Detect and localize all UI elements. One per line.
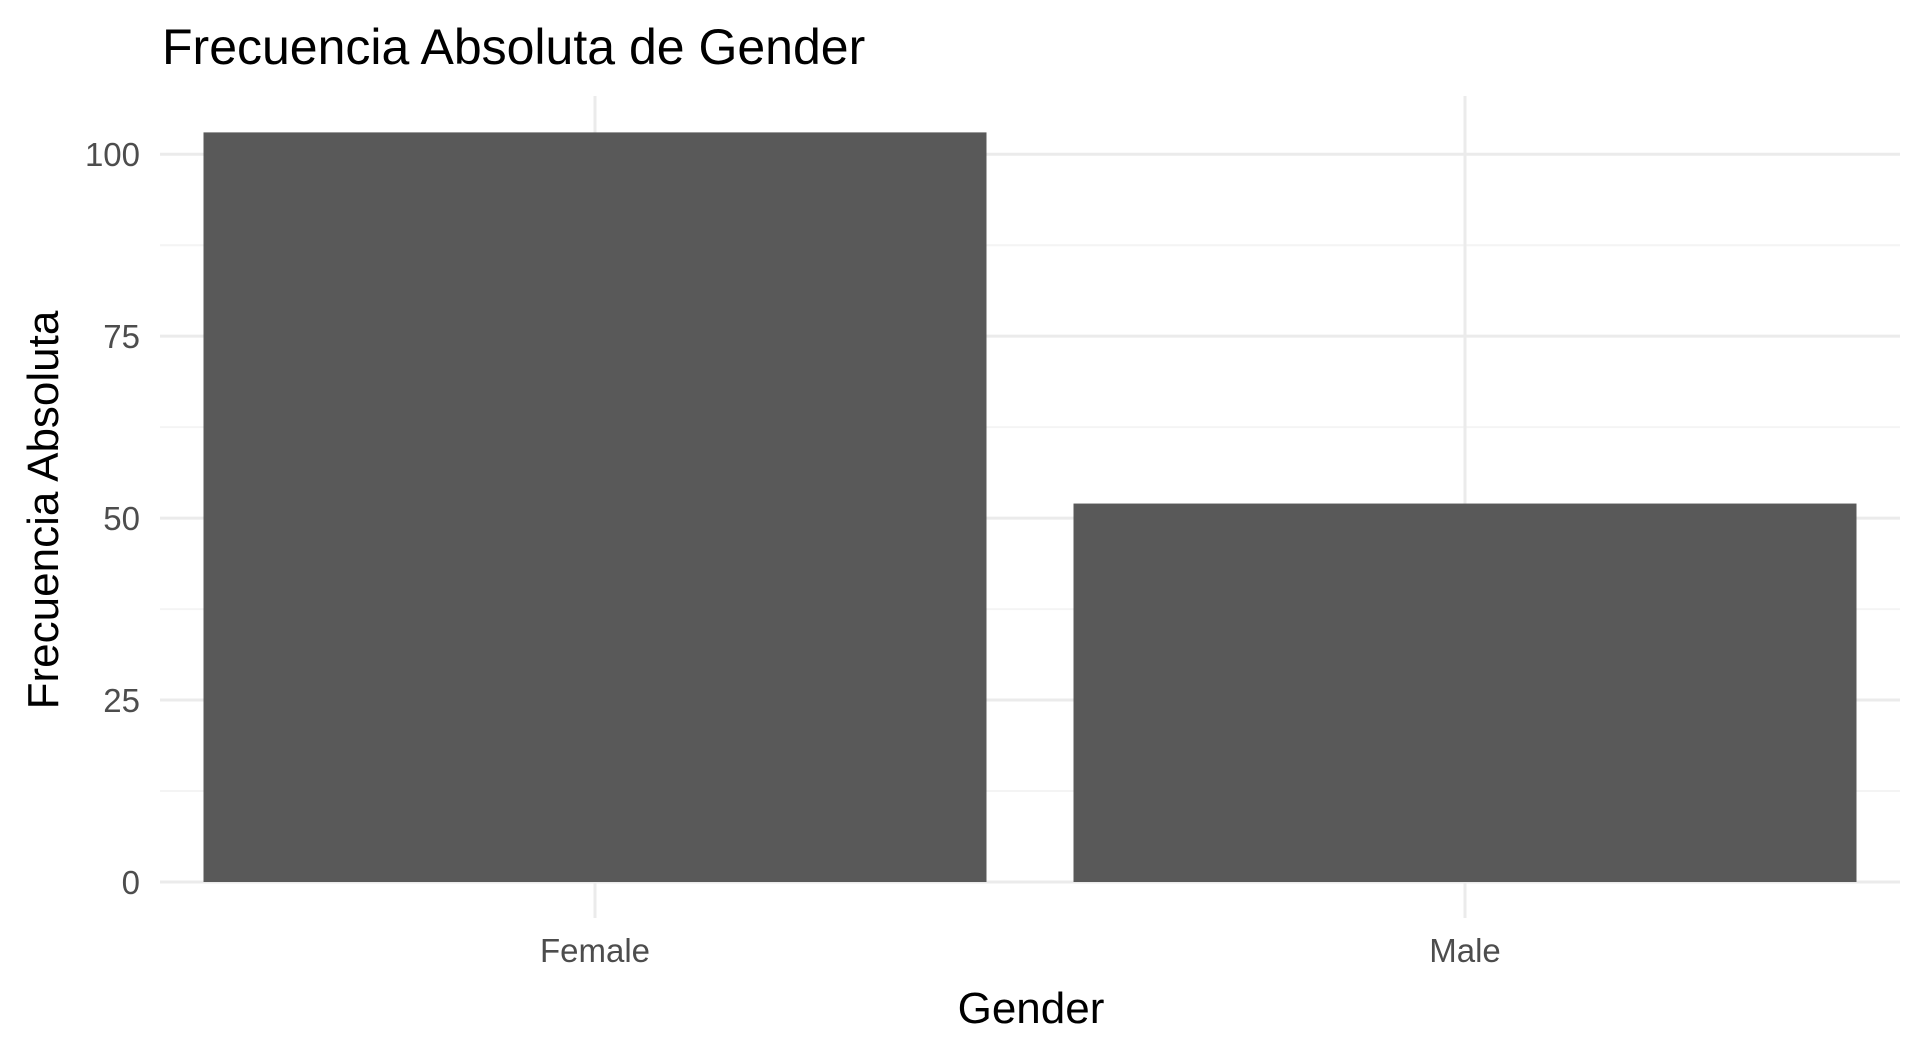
chart-title: Frecuencia Absoluta de Gender — [162, 19, 865, 75]
y-tick-label: 50 — [103, 500, 140, 537]
bar-female — [203, 132, 987, 882]
x-tick-label: Female — [540, 932, 650, 969]
bar-male — [1073, 503, 1857, 882]
bars — [203, 132, 1857, 882]
y-axis-ticks: 0 25 50 75 100 — [85, 136, 140, 901]
y-tick-label: 25 — [103, 682, 140, 719]
x-axis-title: Gender — [958, 984, 1105, 1033]
y-tick-label: 100 — [85, 136, 140, 173]
y-tick-label: 75 — [103, 318, 140, 355]
y-axis-title: Frecuencia Absoluta — [19, 310, 68, 709]
x-axis-ticks: Female Male — [540, 932, 1501, 969]
y-tick-label: 0 — [122, 864, 140, 901]
x-tick-label: Male — [1429, 932, 1501, 969]
